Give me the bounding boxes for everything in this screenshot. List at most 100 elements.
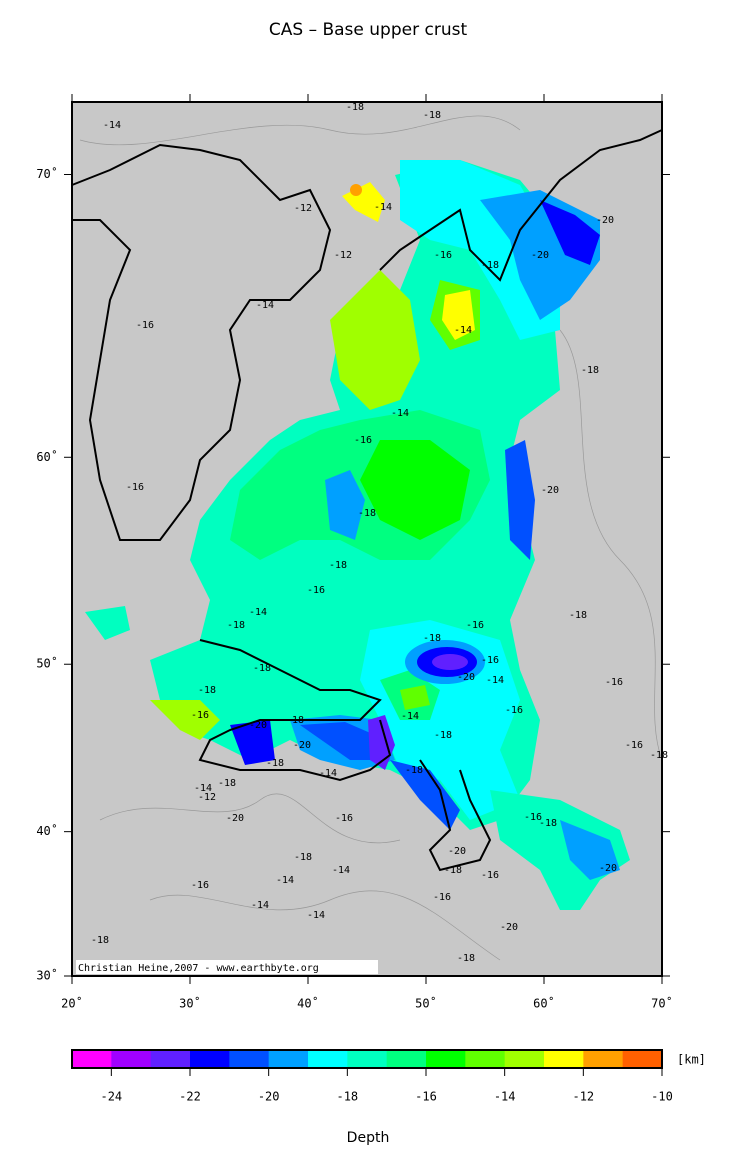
- colorbar-tick-label: -12: [572, 1090, 594, 1104]
- contour-label: -14: [486, 675, 504, 686]
- contour-label: -18: [198, 685, 216, 696]
- contour-label: -18: [481, 260, 499, 271]
- contour-label: -18: [294, 852, 312, 863]
- contour-label: -20: [448, 846, 466, 857]
- contour-label: -16: [191, 710, 209, 721]
- colorbar-segment: [111, 1050, 152, 1068]
- contour-label: -20: [226, 813, 244, 824]
- colorbar: -24 -22 -20 -18 -16 -14 -12 -10: [71, 1049, 673, 1104]
- contour-label: -20: [457, 672, 475, 683]
- contour-label: -18: [253, 663, 271, 674]
- colorbar-segment: [190, 1050, 230, 1068]
- contour-label: -18: [569, 610, 587, 621]
- colorbar-segment: [150, 1050, 191, 1068]
- contour-label: -14: [454, 325, 472, 336]
- contour-label: -16: [505, 705, 523, 716]
- contour-label: -18: [358, 508, 376, 519]
- credit: Christian Heine,2007 - www.earthbyte.org: [78, 963, 319, 974]
- contour-label: -14: [307, 910, 325, 921]
- contour-label: -16: [126, 482, 144, 493]
- colorbar-segment: [583, 1050, 624, 1068]
- contour-label: -14: [256, 300, 274, 311]
- contour-label: -18: [581, 365, 599, 376]
- contour-label: -20: [293, 740, 311, 751]
- contour-label: -20: [531, 250, 549, 261]
- contour-label: -18: [457, 953, 475, 964]
- contour-label: -12: [294, 203, 312, 214]
- contour-label: -16: [481, 655, 499, 666]
- x-tick-label: 50˚: [415, 996, 437, 1011]
- contour-label: -14: [401, 711, 419, 722]
- colorbar-tick-label: -10: [651, 1090, 673, 1104]
- colorbar-tick-label: -16: [415, 1090, 437, 1104]
- contour-label: -16: [605, 677, 623, 688]
- contour-label: -20: [500, 922, 518, 933]
- contour-label: -16: [354, 435, 372, 446]
- contour-label: -12: [334, 250, 352, 261]
- x-tick-label: 60˚: [533, 996, 555, 1011]
- colorbar-segment: [268, 1050, 309, 1068]
- title: CAS – Base upper crust: [269, 20, 468, 40]
- contour-label: -16: [433, 892, 451, 903]
- contour-label: -16: [136, 320, 154, 331]
- contour-label: -18: [227, 620, 245, 631]
- contour-label: -12: [198, 792, 216, 803]
- contour-label: -18: [91, 935, 109, 946]
- y-tick-label: 30˚: [36, 968, 58, 983]
- contour-label: -18: [218, 778, 236, 789]
- x-tick-label: 20˚: [61, 996, 83, 1011]
- colorbar-segment: [347, 1050, 388, 1068]
- colorbar-segment: [229, 1050, 270, 1068]
- colorbar-tick-label: -24: [100, 1090, 122, 1104]
- credit-box: [76, 960, 378, 974]
- contour-label: -18: [423, 110, 441, 121]
- colorbar-segment: [308, 1050, 348, 1068]
- contour-label: -16: [335, 813, 353, 824]
- contour-label: -16: [307, 585, 325, 596]
- colorbar-segment: [622, 1050, 663, 1068]
- contour-label: -16: [481, 870, 499, 881]
- contour-label: -18: [266, 758, 284, 769]
- y-tick-label: 60˚: [36, 449, 58, 464]
- colorbar-segment: [426, 1050, 466, 1068]
- colorbar-tick-label: -18: [336, 1090, 358, 1104]
- colorbar-unit: [km]: [677, 1053, 706, 1067]
- contour-label: -16: [625, 740, 643, 751]
- contour-label: -14: [391, 408, 409, 419]
- depth-field: [85, 160, 630, 910]
- contour-label: -14: [276, 875, 294, 886]
- contour-label: -14: [374, 202, 392, 213]
- contour-label: -18: [434, 730, 452, 741]
- map-frame: [71, 101, 663, 977]
- contour-label: -20: [599, 863, 617, 874]
- coastlines: [71, 129, 663, 872]
- contour-label: -14: [249, 607, 267, 618]
- colorbar-segment: [465, 1050, 506, 1068]
- colorbar-segment: [72, 1050, 112, 1068]
- contour-label: -16: [466, 620, 484, 631]
- contour-label: -18: [423, 633, 441, 644]
- colorbar-frame: [71, 1049, 663, 1069]
- x-tick-label: 70˚: [651, 996, 673, 1011]
- y-tick-label: 70˚: [36, 166, 58, 181]
- contour-label: -20: [541, 485, 559, 496]
- contour-label: -18: [539, 818, 557, 829]
- y-tick-label: 40˚: [36, 823, 58, 838]
- contour-label: -14: [251, 900, 269, 911]
- colorbar-label: Depth: [347, 1130, 390, 1146]
- contour-lines: [79, 115, 663, 961]
- colorbar-segment: [504, 1050, 545, 1068]
- contour-label: -16: [434, 250, 452, 261]
- contour-label: -18: [286, 715, 304, 726]
- colorbar-tick-label: -20: [258, 1090, 280, 1104]
- contour-label: -14: [332, 865, 350, 876]
- contour-label: -20: [596, 215, 614, 226]
- contour-label: -18: [650, 750, 668, 761]
- x-tick-label: 40˚: [297, 996, 319, 1011]
- x-tick-label: 30˚: [179, 996, 201, 1011]
- y-tick-label: 50˚: [36, 656, 58, 671]
- colorbar-segment: [386, 1050, 427, 1068]
- contour-label: -16: [191, 880, 209, 891]
- contour-label: -14: [194, 783, 212, 794]
